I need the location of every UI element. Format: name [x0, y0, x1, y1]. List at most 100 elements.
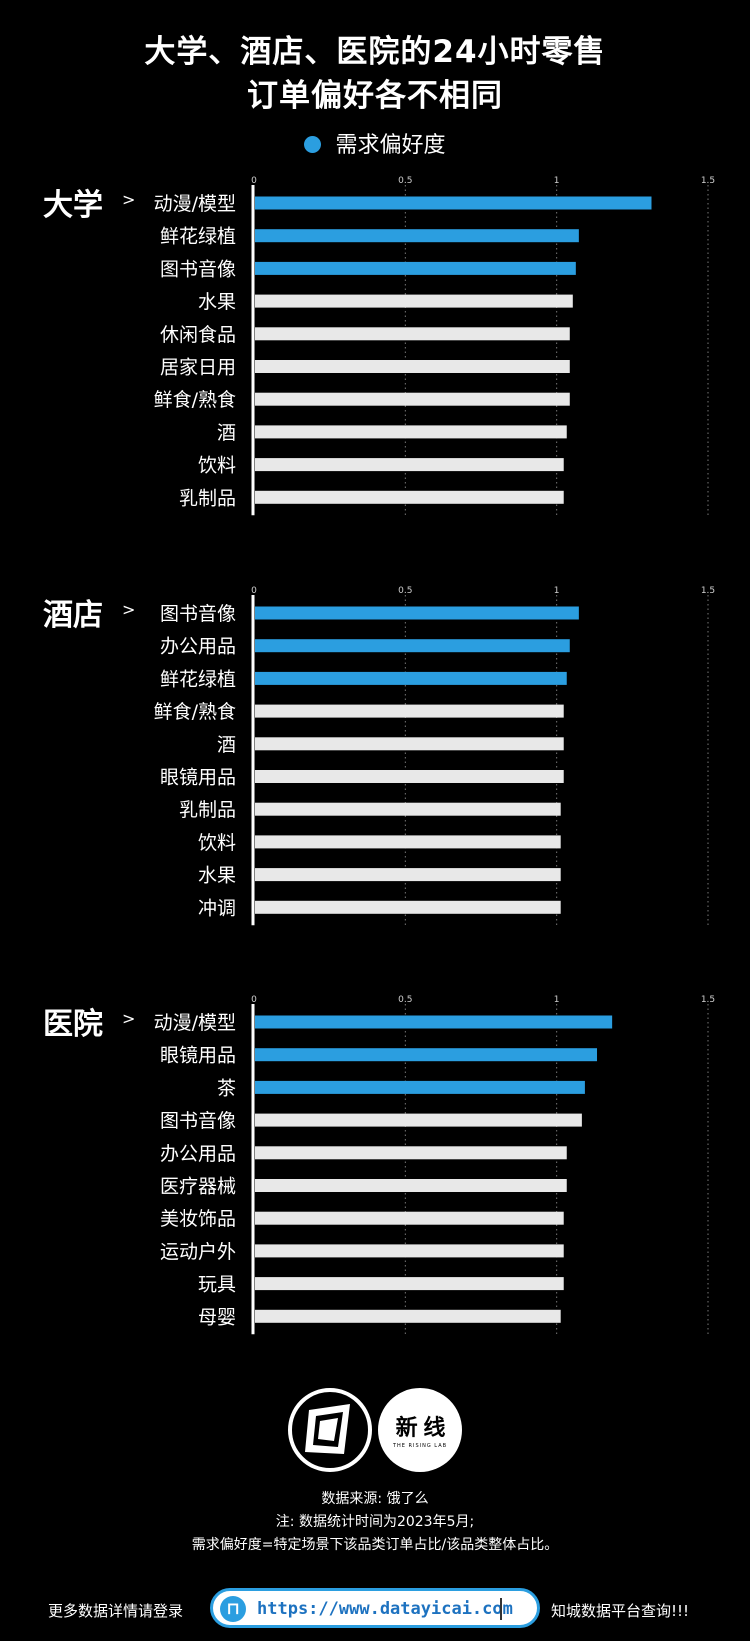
rising-lab-logo-subtext: THE RISING LAB — [392, 1443, 448, 1449]
category-label: 水果 — [198, 865, 236, 887]
category-label: 图书音像 — [160, 603, 236, 625]
x-tick-label: 0 — [251, 176, 257, 186]
bar — [255, 1015, 613, 1029]
bar — [255, 1277, 564, 1291]
bar — [255, 1309, 561, 1323]
chevron-right-icon: > — [122, 1009, 135, 1028]
category-label: 美妆饰品 — [160, 1208, 236, 1230]
bar — [255, 1048, 598, 1062]
bar — [255, 392, 570, 406]
bar — [255, 737, 564, 751]
text-caret — [500, 1598, 502, 1620]
legend-label: 需求偏好度 — [335, 133, 446, 158]
footer: 更多数据详情请登录 ⊓ https://www.datayicai.com 知城… — [0, 1588, 750, 1632]
category-label: 玩具 — [198, 1274, 236, 1296]
x-tick-label: 0.5 — [398, 995, 412, 1005]
category-label: 运动户外 — [160, 1241, 236, 1263]
bar — [255, 229, 579, 243]
bar — [255, 868, 561, 882]
x-tick-label: 0.5 — [398, 586, 412, 596]
x-tick-label: 1 — [554, 586, 560, 596]
bar — [255, 900, 561, 914]
bar — [255, 1113, 582, 1127]
bar — [255, 704, 564, 718]
category-label: 办公用品 — [160, 1143, 236, 1165]
category-label: 医疗器械 — [160, 1176, 236, 1198]
note-source: 数据来源: 饿了么 — [321, 1491, 429, 1507]
category-label: 眼镜用品 — [160, 1045, 236, 1067]
note-date: 注: 数据统计时间为2023年5月; — [275, 1514, 475, 1530]
title-line-2: 订单偏好各不相同 — [247, 78, 503, 114]
link-icon: ⊓ — [220, 1596, 246, 1622]
bar — [255, 490, 564, 504]
bar — [255, 802, 561, 816]
bar — [255, 1244, 564, 1258]
category-label: 乳制品 — [179, 487, 236, 509]
bar — [255, 835, 561, 849]
category-label: 乳制品 — [179, 799, 236, 821]
category-label: 办公用品 — [160, 636, 236, 658]
x-tick-label: 1.5 — [701, 176, 715, 186]
legend: 需求偏好度 — [0, 131, 750, 161]
rising-lab-logo-text: 新 线 — [395, 1416, 446, 1441]
bar — [255, 360, 570, 373]
x-tick-label: 0.5 — [398, 176, 412, 186]
chart-title: 大学、酒店、医院的24小时零售 订单偏好各不相同 — [0, 30, 750, 118]
bar — [255, 294, 573, 308]
category-label: 图书音像 — [160, 1110, 236, 1132]
category-label: 饮料 — [198, 455, 236, 477]
category-label: 鲜花绿植 — [160, 668, 236, 690]
legend-dot-icon — [304, 136, 322, 153]
category-label: 动漫/模型 — [154, 1012, 236, 1034]
group-label: 酒店 — [43, 598, 103, 633]
category-label: 水果 — [198, 291, 236, 313]
bar — [255, 1080, 585, 1094]
chevron-right-icon: > — [122, 190, 135, 209]
url-box[interactable]: ⊓ https://www.datayicai.com — [210, 1588, 540, 1628]
category-label: 母婴 — [198, 1306, 236, 1328]
footer-suffix: 知城数据平台查询!!! — [551, 1602, 690, 1620]
group-label: 大学 — [43, 188, 103, 223]
bar — [255, 639, 570, 653]
bar — [255, 1146, 567, 1160]
bar — [255, 606, 579, 620]
bar — [255, 327, 570, 341]
footer-prefix: 更多数据详情请登录 — [48, 1602, 184, 1620]
category-label: 冲调 — [198, 897, 236, 919]
category-label: 居家日用 — [160, 357, 236, 379]
x-tick-label: 1.5 — [701, 586, 715, 596]
note-definition: 需求偏好度=特定场景下该品类订单占比/该品类整体占比。 — [191, 1537, 559, 1553]
x-tick-label: 1 — [554, 176, 560, 186]
category-label: 鲜花绿植 — [160, 226, 236, 248]
group-label: 医院 — [43, 1007, 103, 1042]
category-label: 眼镜用品 — [160, 767, 236, 789]
category-label: 鲜食/熟食 — [154, 701, 236, 723]
category-label: 茶 — [217, 1077, 236, 1099]
url-text[interactable]: https://www.datayicai.com — [257, 1599, 513, 1619]
rising-lab-logo: 新 线 THE RISING LAB — [378, 1388, 462, 1472]
publisher-logo-icon — [288, 1388, 372, 1472]
category-label: 鲜食/熟食 — [154, 389, 236, 411]
title-line-1: 大学、酒店、医院的24小时零售 — [144, 34, 606, 70]
bar — [255, 770, 564, 783]
category-label: 饮料 — [198, 832, 236, 854]
bar — [255, 425, 567, 439]
x-tick-label: 0 — [251, 995, 257, 1005]
x-tick-label: 1 — [554, 995, 560, 1005]
category-label: 酒 — [217, 422, 236, 444]
bar — [255, 196, 652, 210]
publisher-logo-mark — [305, 1404, 350, 1454]
bar — [255, 671, 567, 685]
x-tick-label: 1.5 — [701, 995, 715, 1005]
x-tick-label: 0 — [251, 586, 257, 596]
bar — [255, 1179, 567, 1192]
category-label: 休闲食品 — [160, 324, 236, 346]
notes: 数据来源: 饿了么 注: 数据统计时间为2023年5月; 需求偏好度=特定场景下… — [0, 1488, 750, 1557]
category-label: 图书音像 — [160, 258, 236, 280]
chevron-right-icon: > — [122, 600, 135, 619]
bar — [255, 1211, 564, 1225]
category-label: 酒 — [217, 734, 236, 756]
category-label: 动漫/模型 — [154, 193, 236, 215]
bar — [255, 261, 576, 275]
